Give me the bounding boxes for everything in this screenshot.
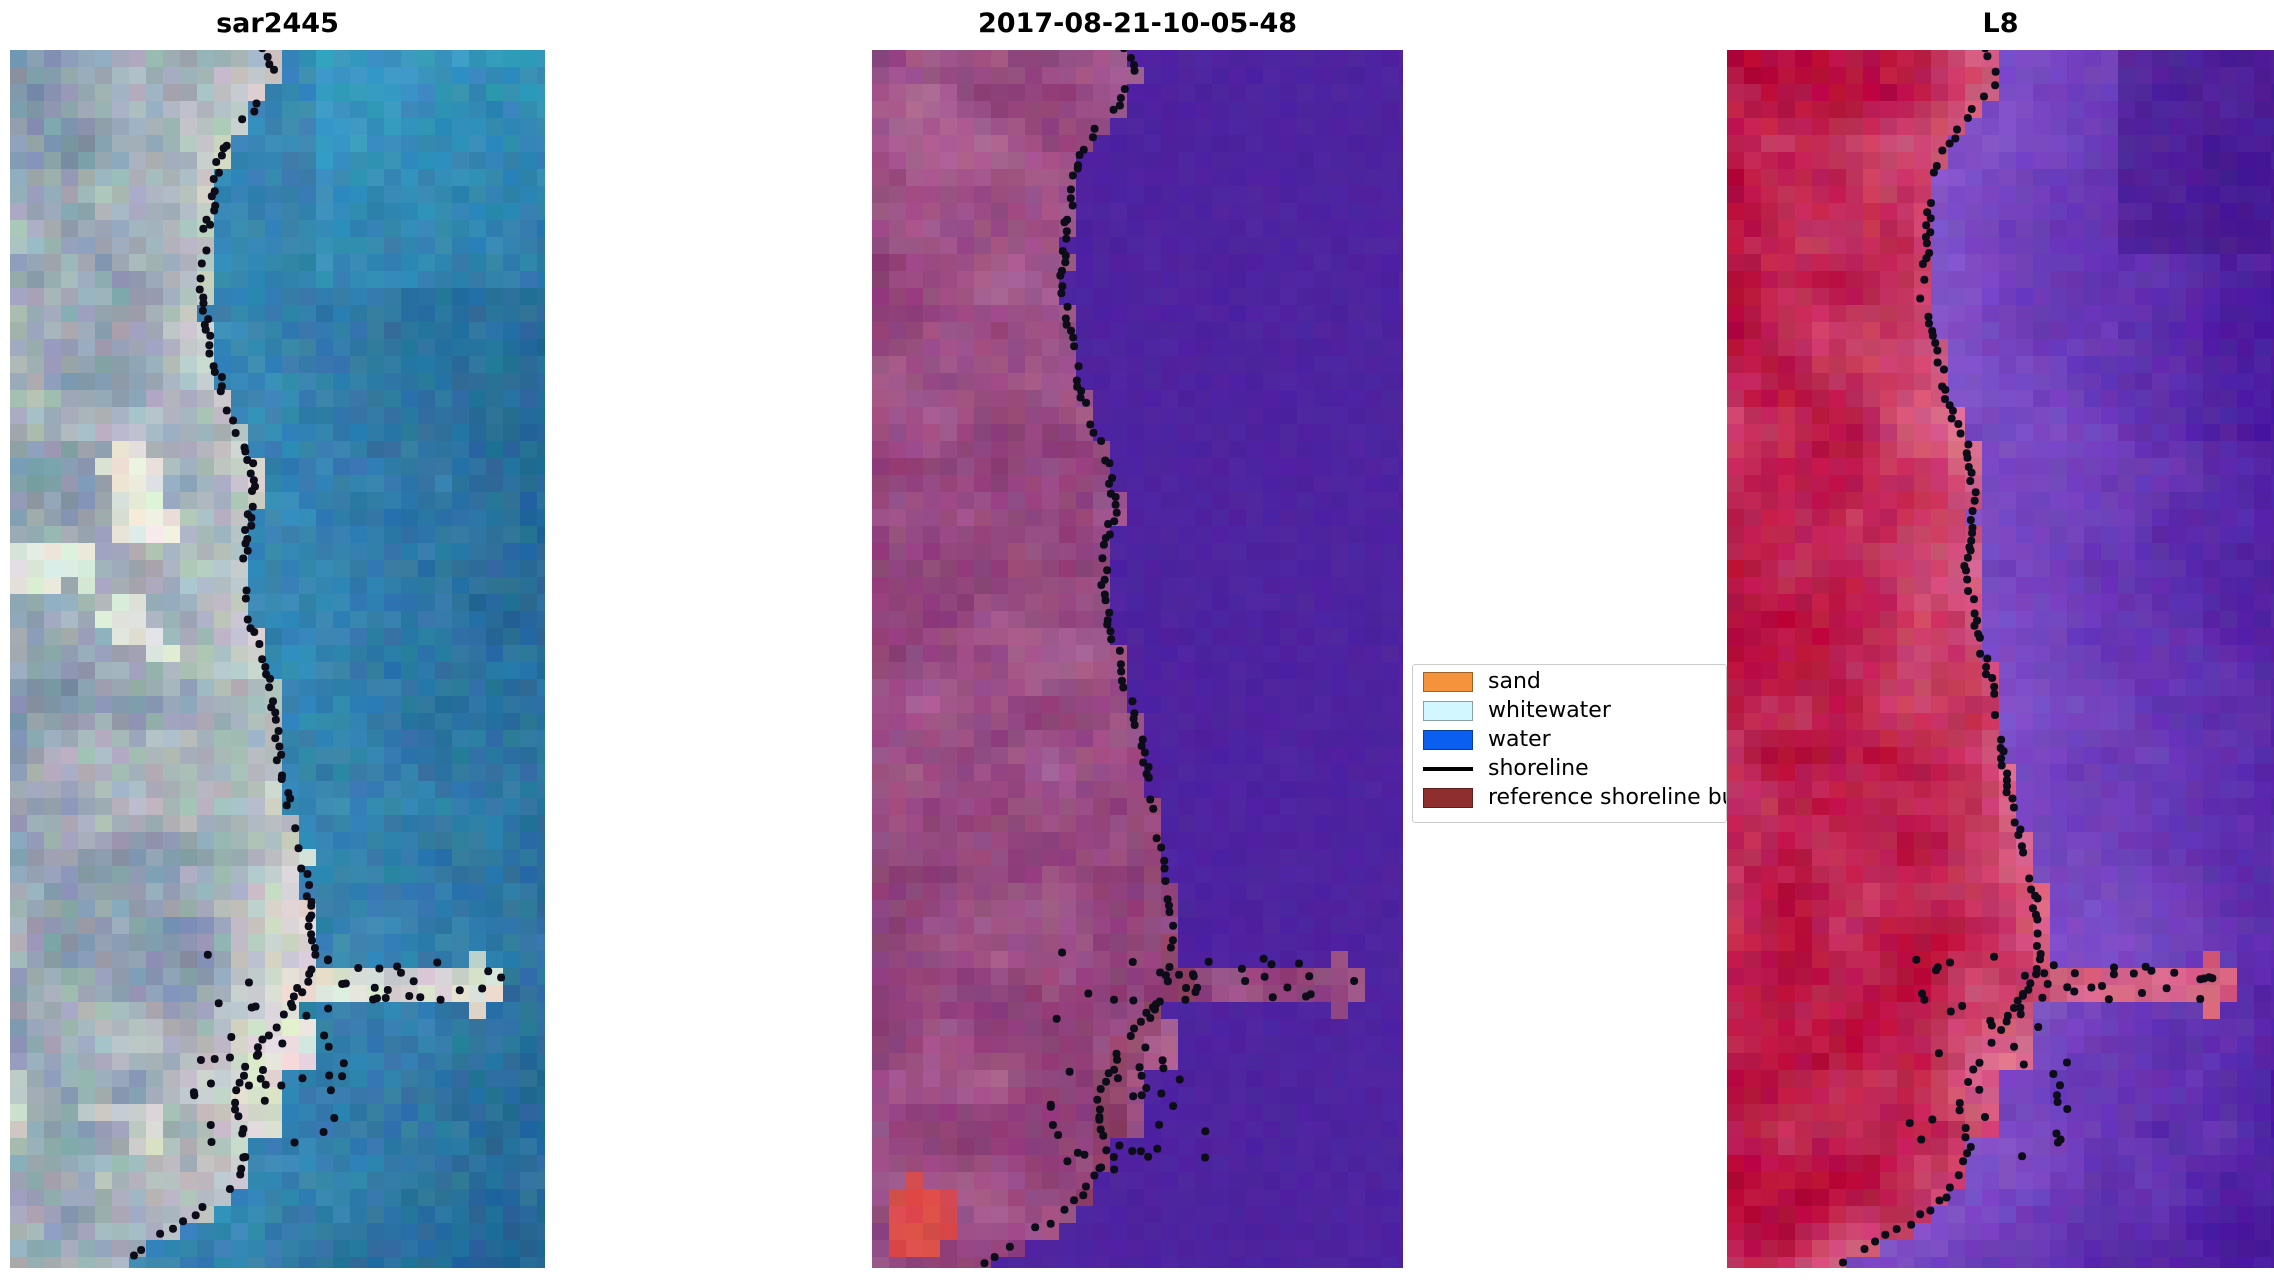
- legend-label-sand: sand: [1488, 669, 1541, 694]
- legend-entry-water: water: [1423, 725, 1551, 754]
- legend-swatch-water: [1423, 729, 1473, 750]
- legend-entry-shoreline: shoreline: [1423, 754, 1589, 783]
- legend-box: sand whitewater water shoreline referenc…: [1412, 664, 1727, 823]
- panel-title-l8: L8: [1982, 8, 2019, 39]
- legend-swatch-reference-shoreline-buffer: [1423, 787, 1473, 808]
- panel-title-classified: 2017-08-21-10-05-48: [977, 8, 1298, 39]
- legend-swatch-sand: [1423, 671, 1473, 692]
- image-l8: [1727, 50, 2274, 1268]
- legend-label-shoreline: shoreline: [1488, 756, 1589, 781]
- legend-label-whitewater: whitewater: [1488, 698, 1611, 723]
- legend-entry-sand: sand: [1423, 667, 1541, 696]
- image-sar2445: [10, 50, 545, 1268]
- legend-label-water: water: [1488, 727, 1551, 752]
- legend-label-reference-shoreline-buffer: reference shoreline buff: [1488, 785, 1727, 810]
- panel-title-sar2445: sar2445: [216, 8, 339, 39]
- legend-entry-reference-shoreline-buffer: reference shoreline buff: [1423, 783, 1727, 812]
- image-classified: [872, 50, 1403, 1268]
- legend-entry-whitewater: whitewater: [1423, 696, 1611, 725]
- legend-swatch-shoreline: [1423, 766, 1473, 771]
- legend-swatch-whitewater: [1423, 700, 1473, 721]
